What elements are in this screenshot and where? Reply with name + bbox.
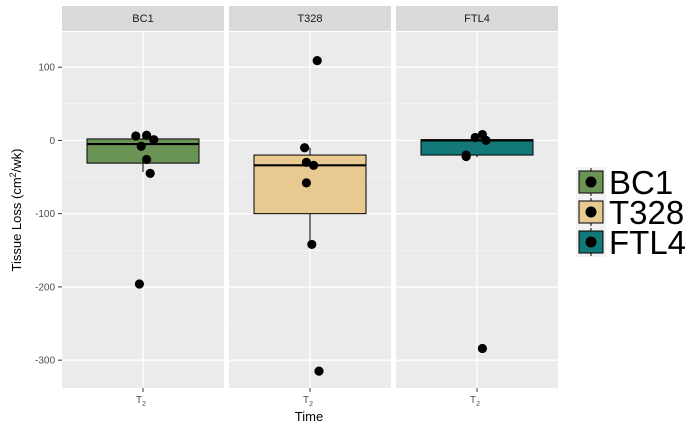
facet-strip-label: FTL4 bbox=[464, 13, 490, 25]
data-point bbox=[134, 279, 144, 289]
data-point bbox=[314, 366, 324, 376]
facet-strip bbox=[229, 6, 391, 31]
legend-label: BC1 bbox=[609, 164, 673, 201]
legend-label: T328 bbox=[609, 194, 684, 231]
data-point bbox=[136, 141, 146, 151]
legend-item-ftl4: FTL4 bbox=[576, 224, 686, 261]
y-tick-label: 0 bbox=[49, 136, 55, 147]
facet-strip bbox=[62, 6, 224, 31]
x-tick-label: T2 bbox=[470, 395, 480, 408]
facet-strip-label: T328 bbox=[297, 13, 322, 25]
y-axis-title: Tissue Loss (cm2/wk) bbox=[8, 148, 24, 271]
data-point bbox=[477, 343, 487, 354]
box bbox=[420, 139, 534, 156]
data-point bbox=[142, 154, 152, 165]
data-point bbox=[309, 160, 319, 170]
data-point bbox=[470, 132, 480, 143]
y-tick-label: 100 bbox=[38, 63, 55, 74]
legend-key-point bbox=[585, 206, 597, 218]
facet-panels: BC1 T2 T328 T2 FTL4 T2 bbox=[62, 6, 558, 408]
data-point bbox=[307, 239, 317, 250]
data-point bbox=[312, 55, 322, 66]
y-tick-label: -300 bbox=[35, 356, 55, 367]
y-tick-label: -100 bbox=[35, 209, 55, 220]
legend-key-point bbox=[585, 176, 597, 188]
data-point bbox=[149, 135, 159, 145]
panel-bc1: BC1 T2 bbox=[62, 6, 224, 408]
data-point bbox=[145, 168, 155, 178]
x-tick-label: T2 bbox=[303, 395, 313, 408]
data-point bbox=[300, 143, 310, 153]
panel-t328: T328 T2 bbox=[229, 6, 391, 408]
facet-strip bbox=[396, 6, 558, 31]
data-point bbox=[481, 135, 491, 146]
y-axis: 100 0 -100 -200 -300 bbox=[35, 63, 62, 367]
panel-ftl4: FTL4 T2 bbox=[396, 6, 558, 408]
legend-label: FTL4 bbox=[609, 224, 686, 261]
data-point bbox=[301, 157, 311, 167]
data-point bbox=[131, 131, 141, 141]
x-tick-label: T2 bbox=[136, 395, 146, 408]
legend-key-point bbox=[585, 236, 597, 248]
y-tick-label: -200 bbox=[35, 282, 55, 293]
legend-item-bc1: BC1 bbox=[576, 164, 673, 201]
data-point bbox=[461, 151, 471, 162]
data-point bbox=[142, 130, 152, 140]
x-axis-title: Time bbox=[295, 409, 323, 424]
legend-item-t328: T328 bbox=[576, 194, 684, 231]
y-axis-title-tail: /wk) bbox=[9, 148, 24, 172]
data-point bbox=[301, 178, 311, 188]
facet-strip-label: BC1 bbox=[132, 13, 153, 25]
y-axis-title-superscript: 2 bbox=[8, 172, 18, 177]
